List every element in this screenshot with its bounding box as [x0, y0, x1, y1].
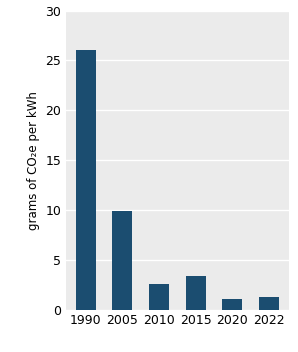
Bar [149, 284, 169, 310]
Bar [259, 297, 279, 310]
Bar [222, 299, 242, 310]
Y-axis label: grams of CO₂e per kWh: grams of CO₂e per kWh [27, 91, 40, 230]
Bar [112, 211, 133, 310]
Bar [186, 276, 206, 310]
Bar [76, 50, 96, 310]
